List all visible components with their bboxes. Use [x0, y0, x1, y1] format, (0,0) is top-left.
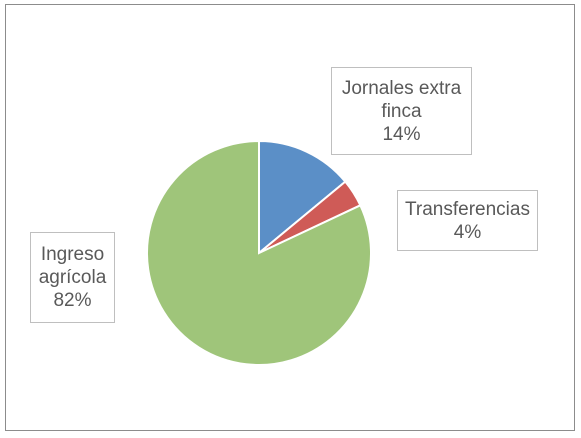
label-transferencias-line1: Transferencias: [405, 198, 530, 220]
label-jornales-pct: 14%: [382, 123, 421, 145]
slice-ingreso: [146, 139, 372, 366]
data-label-jornales: Jornales extra finca 14%: [331, 67, 472, 155]
label-ingreso-line1: Ingreso: [40, 244, 105, 265]
slice-jornales: [258, 139, 347, 256]
label-jornales-line2: finca: [381, 100, 422, 122]
label-jornales-line1: Jornales extra: [341, 77, 462, 99]
data-label-transferencias: Transferencias 4%: [397, 190, 538, 251]
data-label-ingreso: Ingreso agrícola 82%: [30, 232, 115, 323]
label-transferencias-pct: 4%: [453, 221, 482, 243]
label-ingreso-line2: agrícola: [38, 267, 107, 288]
pie-slices: [146, 139, 372, 366]
label-ingreso-pct: 82%: [53, 290, 92, 311]
